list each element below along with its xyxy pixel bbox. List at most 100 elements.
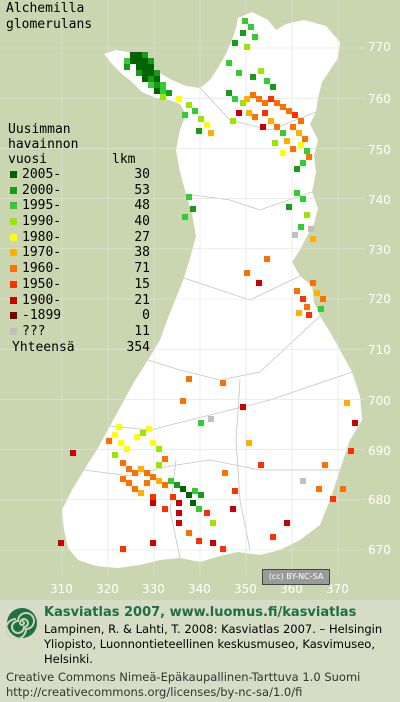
- observation-square: [300, 478, 306, 484]
- legend-header-line2: havainnon: [8, 137, 79, 152]
- observation-square: [150, 494, 156, 500]
- observation-square: [136, 52, 142, 58]
- observation-square: [136, 64, 142, 70]
- observation-square: [258, 462, 264, 468]
- observation-square: [130, 52, 136, 58]
- observation-square: [160, 94, 166, 100]
- observation-square: [162, 506, 168, 512]
- observation-square: [306, 312, 312, 318]
- observation-square: [154, 82, 160, 88]
- legend-swatch: [10, 186, 17, 194]
- observation-square: [208, 416, 214, 422]
- observation-square: [146, 426, 152, 432]
- observation-square: [298, 118, 304, 124]
- observation-square: [310, 236, 316, 242]
- coordinate-grid: [0, 0, 365, 575]
- observation-square: [258, 68, 264, 74]
- observation-square: [230, 118, 236, 124]
- observation-square: [220, 380, 226, 386]
- observation-square: [120, 476, 126, 482]
- observation-square: [176, 96, 182, 102]
- observation-square: [284, 520, 290, 526]
- observation-square: [124, 446, 130, 452]
- license-url[interactable]: http://creativecommons.org/licenses/by-n…: [6, 685, 303, 699]
- observation-square: [244, 44, 250, 50]
- observation-square: [222, 470, 228, 476]
- observation-square: [246, 110, 252, 116]
- observation-square: [250, 74, 256, 80]
- observation-square: [306, 154, 312, 160]
- x-tick-320: 320: [96, 582, 119, 596]
- observation-square: [186, 530, 192, 536]
- observation-square: [294, 190, 300, 196]
- observation-square: [304, 148, 310, 154]
- observation-square: [154, 88, 160, 94]
- observation-square: [134, 434, 140, 440]
- observation-square: [252, 34, 258, 40]
- legend: Uusimman havainnon vuosi lkm 2005- 30 2000…: [8, 122, 150, 355]
- observation-square: [186, 376, 192, 382]
- observation-square: [268, 118, 274, 124]
- observation-square: [148, 58, 154, 64]
- cc-license-badge[interactable]: (cc) BY-NC-SA: [262, 569, 330, 585]
- observation-square: [320, 296, 326, 302]
- legend-label: -1899: [22, 308, 62, 324]
- citation-text: Lampinen, R. & Lahti, T. 2008: Kasviatla…: [44, 622, 383, 666]
- observation-square: [204, 510, 210, 516]
- legend-swatch: [10, 296, 17, 304]
- observation-square: [232, 96, 238, 102]
- observation-square: [308, 226, 314, 232]
- province-borders: [83, 87, 353, 559]
- observation-square: [198, 420, 204, 426]
- observation-square: [296, 310, 302, 316]
- legend-swatch: [10, 280, 17, 288]
- legend-count: 11: [134, 323, 150, 339]
- legend-count: 53: [134, 182, 150, 198]
- legend-count: 40: [134, 214, 150, 230]
- observation-square: [284, 138, 290, 144]
- observation-square: [292, 112, 298, 118]
- observation-square: [210, 520, 216, 526]
- kasviatlas-link[interactable]: Kasviatlas 2007, www.luomus.fi/kasviatla…: [44, 605, 357, 620]
- observation-square: [260, 124, 266, 130]
- legend-swatch: [10, 312, 17, 320]
- observation-square: [112, 432, 118, 438]
- observation-square: [142, 64, 148, 70]
- observation-square: [150, 540, 156, 546]
- observation-square: [298, 142, 304, 148]
- observation-square: [124, 58, 130, 64]
- observation-square: [264, 78, 270, 84]
- y-tick-740: 740: [368, 193, 391, 207]
- observation-square: [244, 270, 250, 276]
- legend-label: 1990-: [22, 214, 62, 230]
- observation-square: [274, 124, 280, 130]
- observation-square: [148, 76, 154, 82]
- observation-square: [264, 256, 270, 262]
- observation-square: [180, 398, 186, 404]
- observation-square: [180, 486, 186, 492]
- observation-square: [198, 492, 204, 498]
- legend-label: 1960-: [22, 261, 62, 277]
- legend-total-label: Yhteensä: [12, 339, 75, 355]
- observation-square: [204, 122, 210, 128]
- species-name-line2: glomerulans: [6, 17, 93, 32]
- observation-square: [236, 110, 242, 116]
- observation-square: [120, 546, 126, 552]
- observation-square: [168, 478, 174, 484]
- observation-square: [192, 108, 198, 114]
- observation-square: [176, 500, 182, 506]
- legend-header-row3: vuosi lkm: [8, 152, 135, 167]
- observation-square: [220, 546, 226, 552]
- legend-label: 1970-: [22, 245, 62, 261]
- x-tick-330: 330: [142, 582, 165, 596]
- observation-square: [348, 448, 354, 454]
- legend-count-header: lkm: [112, 152, 136, 167]
- spiral-logo-icon: [6, 608, 37, 639]
- observation-square: [300, 160, 306, 166]
- observation-square: [118, 440, 124, 446]
- license-text: Creative Commons Nimeä-Epäkaupallinen-Ta…: [6, 670, 360, 700]
- observation-square: [136, 58, 142, 64]
- legend-row: 1900- 21: [8, 293, 150, 309]
- observation-square: [186, 194, 192, 200]
- observation-square: [126, 466, 132, 472]
